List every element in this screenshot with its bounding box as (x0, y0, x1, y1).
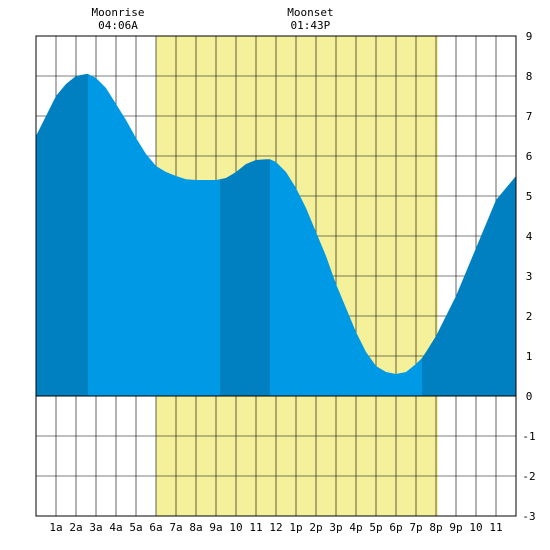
y-tick-label: 4 (526, 230, 533, 243)
y-tick-label: 3 (526, 270, 533, 283)
x-tick-label: 3a (89, 521, 102, 534)
x-tick-label: 4a (109, 521, 122, 534)
tide-segment-dark (422, 176, 516, 396)
x-tick-label: 6a (149, 521, 162, 534)
x-tick-label: 2a (69, 521, 82, 534)
annotation-time: 04:06A (98, 19, 138, 32)
tide-area (36, 74, 516, 396)
y-tick-label: -3 (522, 510, 535, 523)
y-axis: 9 8 7 6 5 4 3 2 1 0 -1 -2 -3 (522, 30, 535, 523)
y-tick-label: 6 (526, 150, 533, 163)
annotation-time: 01:43P (291, 19, 331, 32)
x-tick-label: 3p (329, 521, 342, 534)
tide-segment-light (270, 159, 422, 396)
plot-border (35, 35, 517, 517)
annotation-label: Moonset (287, 6, 333, 19)
x-tick-label: 4p (349, 521, 362, 534)
x-tick-label: 2p (309, 521, 322, 534)
x-tick-label: 1p (289, 521, 302, 534)
y-tick-label: 5 (526, 190, 533, 203)
y-tick-label: 7 (526, 110, 533, 123)
y-tick-label: -1 (522, 430, 535, 443)
x-axis: 1a 2a 3a 4a 5a 6a 7a 8a 9a 10 11 12 1p 2p 3p 4p 5p 6p 7p 8p… (49, 521, 502, 534)
tide-segment-light (88, 74, 220, 396)
tide-segment-dark (36, 74, 88, 396)
x-tick-label: 9a (209, 521, 222, 534)
x-tick-label: 6p (389, 521, 402, 534)
x-tick-label: 8a (189, 521, 202, 534)
x-tick-label: 12 (269, 521, 282, 534)
tide-segment-dark (220, 159, 270, 396)
y-tick-label: 8 (526, 70, 533, 83)
y-tick-label: 2 (526, 310, 533, 323)
x-tick-label: 9p (449, 521, 462, 534)
x-tick-label: 7p (409, 521, 422, 534)
x-tick-label: 8p (429, 521, 442, 534)
x-tick-label: 10 (469, 521, 482, 534)
y-tick-label: 0 (526, 390, 533, 403)
x-tick-label: 11 (489, 521, 502, 534)
y-tick-label: 1 (526, 350, 533, 363)
x-tick-label: 5p (369, 521, 382, 534)
x-tick-label: 10 (229, 521, 242, 534)
x-tick-label: 7a (169, 521, 182, 534)
annotation-label: Moonrise (92, 6, 145, 19)
x-tick-label: 11 (249, 521, 262, 534)
x-tick-label: 5a (129, 521, 142, 534)
y-tick-label: -2 (522, 470, 535, 483)
x-tick-label: 1a (49, 521, 62, 534)
y-tick-label: 9 (526, 30, 533, 43)
